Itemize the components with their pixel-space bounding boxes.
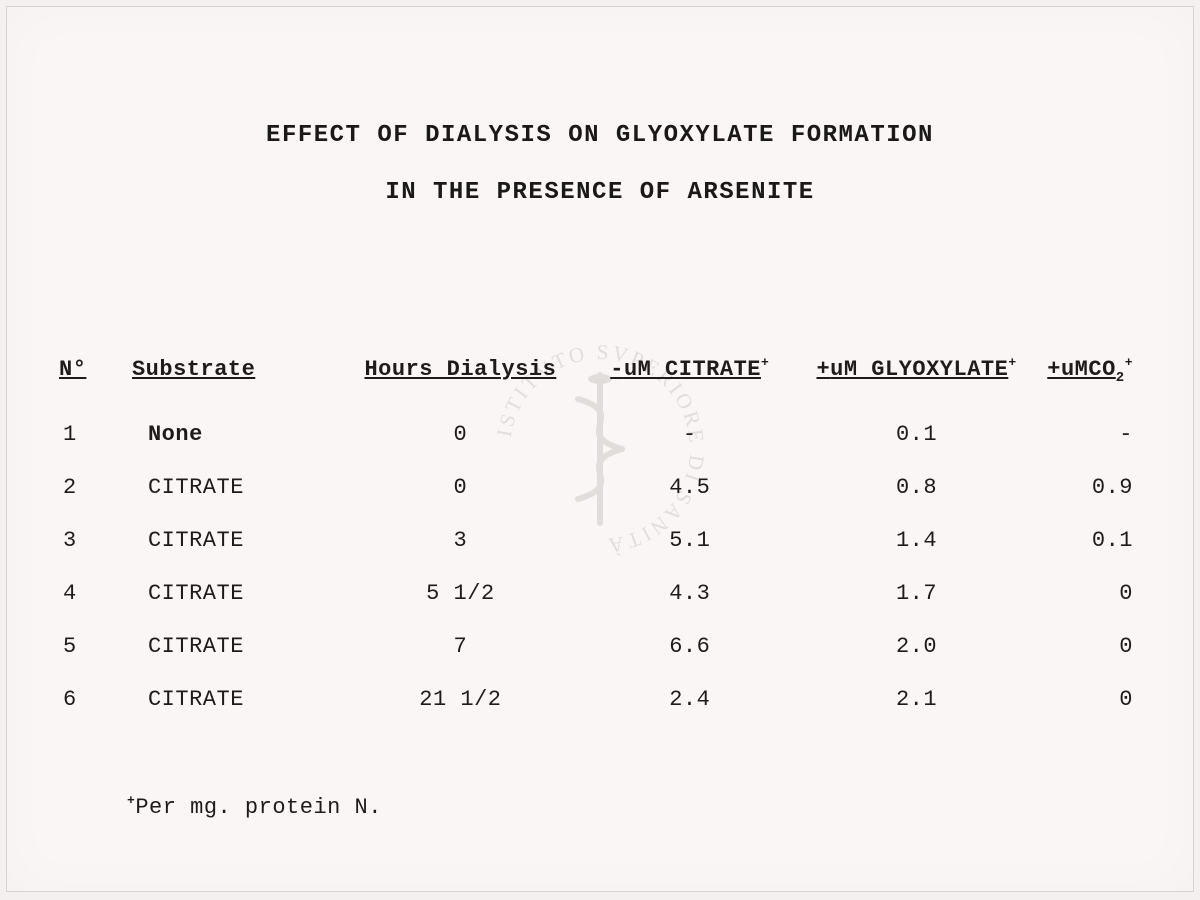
cell-hours: 0 <box>341 408 581 461</box>
cell-citrate: 6.6 <box>580 620 799 673</box>
cell-hours: 7 <box>341 620 581 673</box>
col-header-citrate: -uM CITRATE+ <box>580 357 799 408</box>
cell-citrate: - <box>580 408 799 461</box>
footnote-text: Per mg. protein N. <box>135 795 382 820</box>
cell-glyoxylate: 1.7 <box>799 567 1034 620</box>
table-row: 4CITRATE5 1/24.31.70 <box>59 567 1159 620</box>
col-header-hours: Hours Dialysis <box>341 357 581 408</box>
table-body: 1None0-0.1-2CITRATE04.50.80.93CITRATE35.… <box>59 408 1159 726</box>
title-line-1: EFFECT OF DIALYSIS ON GLYOXYLATE FORMATI… <box>7 122 1193 151</box>
cell-citrate: 2.4 <box>580 673 799 726</box>
cell-substrate: CITRATE <box>132 620 341 673</box>
data-table-wrap: N° Substrate Hours Dialysis -uM CITRATE+… <box>59 357 1159 726</box>
cell-substrate: CITRATE <box>132 567 341 620</box>
cell-co2: 0.9 <box>1034 461 1159 514</box>
cell-co2: 0 <box>1034 620 1159 673</box>
cell-hours: 21 1/2 <box>341 673 581 726</box>
cell-substrate: None <box>132 408 341 461</box>
col-header-substrate: Substrate <box>132 357 341 408</box>
cell-no: 2 <box>59 461 132 514</box>
table-row: 1None0-0.1- <box>59 408 1159 461</box>
cell-no: 5 <box>59 620 132 673</box>
cell-substrate: CITRATE <box>132 514 341 567</box>
cell-hours: 0 <box>341 461 581 514</box>
cell-hours: 5 1/2 <box>341 567 581 620</box>
cell-no: 4 <box>59 567 132 620</box>
cell-no: 3 <box>59 514 132 567</box>
cell-no: 6 <box>59 673 132 726</box>
footnote: +Per mg. protein N. <box>127 795 382 820</box>
table-row: 3CITRATE35.11.40.1 <box>59 514 1159 567</box>
cell-hours: 3 <box>341 514 581 567</box>
title-line-2: IN THE PRESENCE OF ARSENITE <box>7 179 1193 208</box>
cell-co2: 0 <box>1034 567 1159 620</box>
footnote-marker: + <box>127 793 135 808</box>
col-header-glyoxylate: +uM GLYOXYLATE+ <box>799 357 1034 408</box>
cell-glyoxylate: 0.1 <box>799 408 1034 461</box>
col-header-no: N° <box>59 357 132 408</box>
cell-glyoxylate: 2.1 <box>799 673 1034 726</box>
table-row: 5CITRATE76.62.00 <box>59 620 1159 673</box>
cell-co2: - <box>1034 408 1159 461</box>
cell-glyoxylate: 2.0 <box>799 620 1034 673</box>
table-header-row: N° Substrate Hours Dialysis -uM CITRATE+… <box>59 357 1159 408</box>
cell-glyoxylate: 1.4 <box>799 514 1034 567</box>
cell-citrate: 4.3 <box>580 567 799 620</box>
cell-substrate: CITRATE <box>132 461 341 514</box>
cell-substrate: CITRATE <box>132 673 341 726</box>
table-row: 2CITRATE04.50.80.9 <box>59 461 1159 514</box>
table-row: 6CITRATE21 1/22.42.10 <box>59 673 1159 726</box>
document-page: EFFECT OF DIALYSIS ON GLYOXYLATE FORMATI… <box>6 6 1194 892</box>
cell-citrate: 4.5 <box>580 461 799 514</box>
cell-citrate: 5.1 <box>580 514 799 567</box>
data-table: N° Substrate Hours Dialysis -uM CITRATE+… <box>59 357 1159 726</box>
cell-co2: 0.1 <box>1034 514 1159 567</box>
cell-glyoxylate: 0.8 <box>799 461 1034 514</box>
cell-no: 1 <box>59 408 132 461</box>
col-header-co2: +uMCO2+ <box>1034 357 1159 408</box>
title-block: EFFECT OF DIALYSIS ON GLYOXYLATE FORMATI… <box>7 122 1193 208</box>
cell-co2: 0 <box>1034 673 1159 726</box>
